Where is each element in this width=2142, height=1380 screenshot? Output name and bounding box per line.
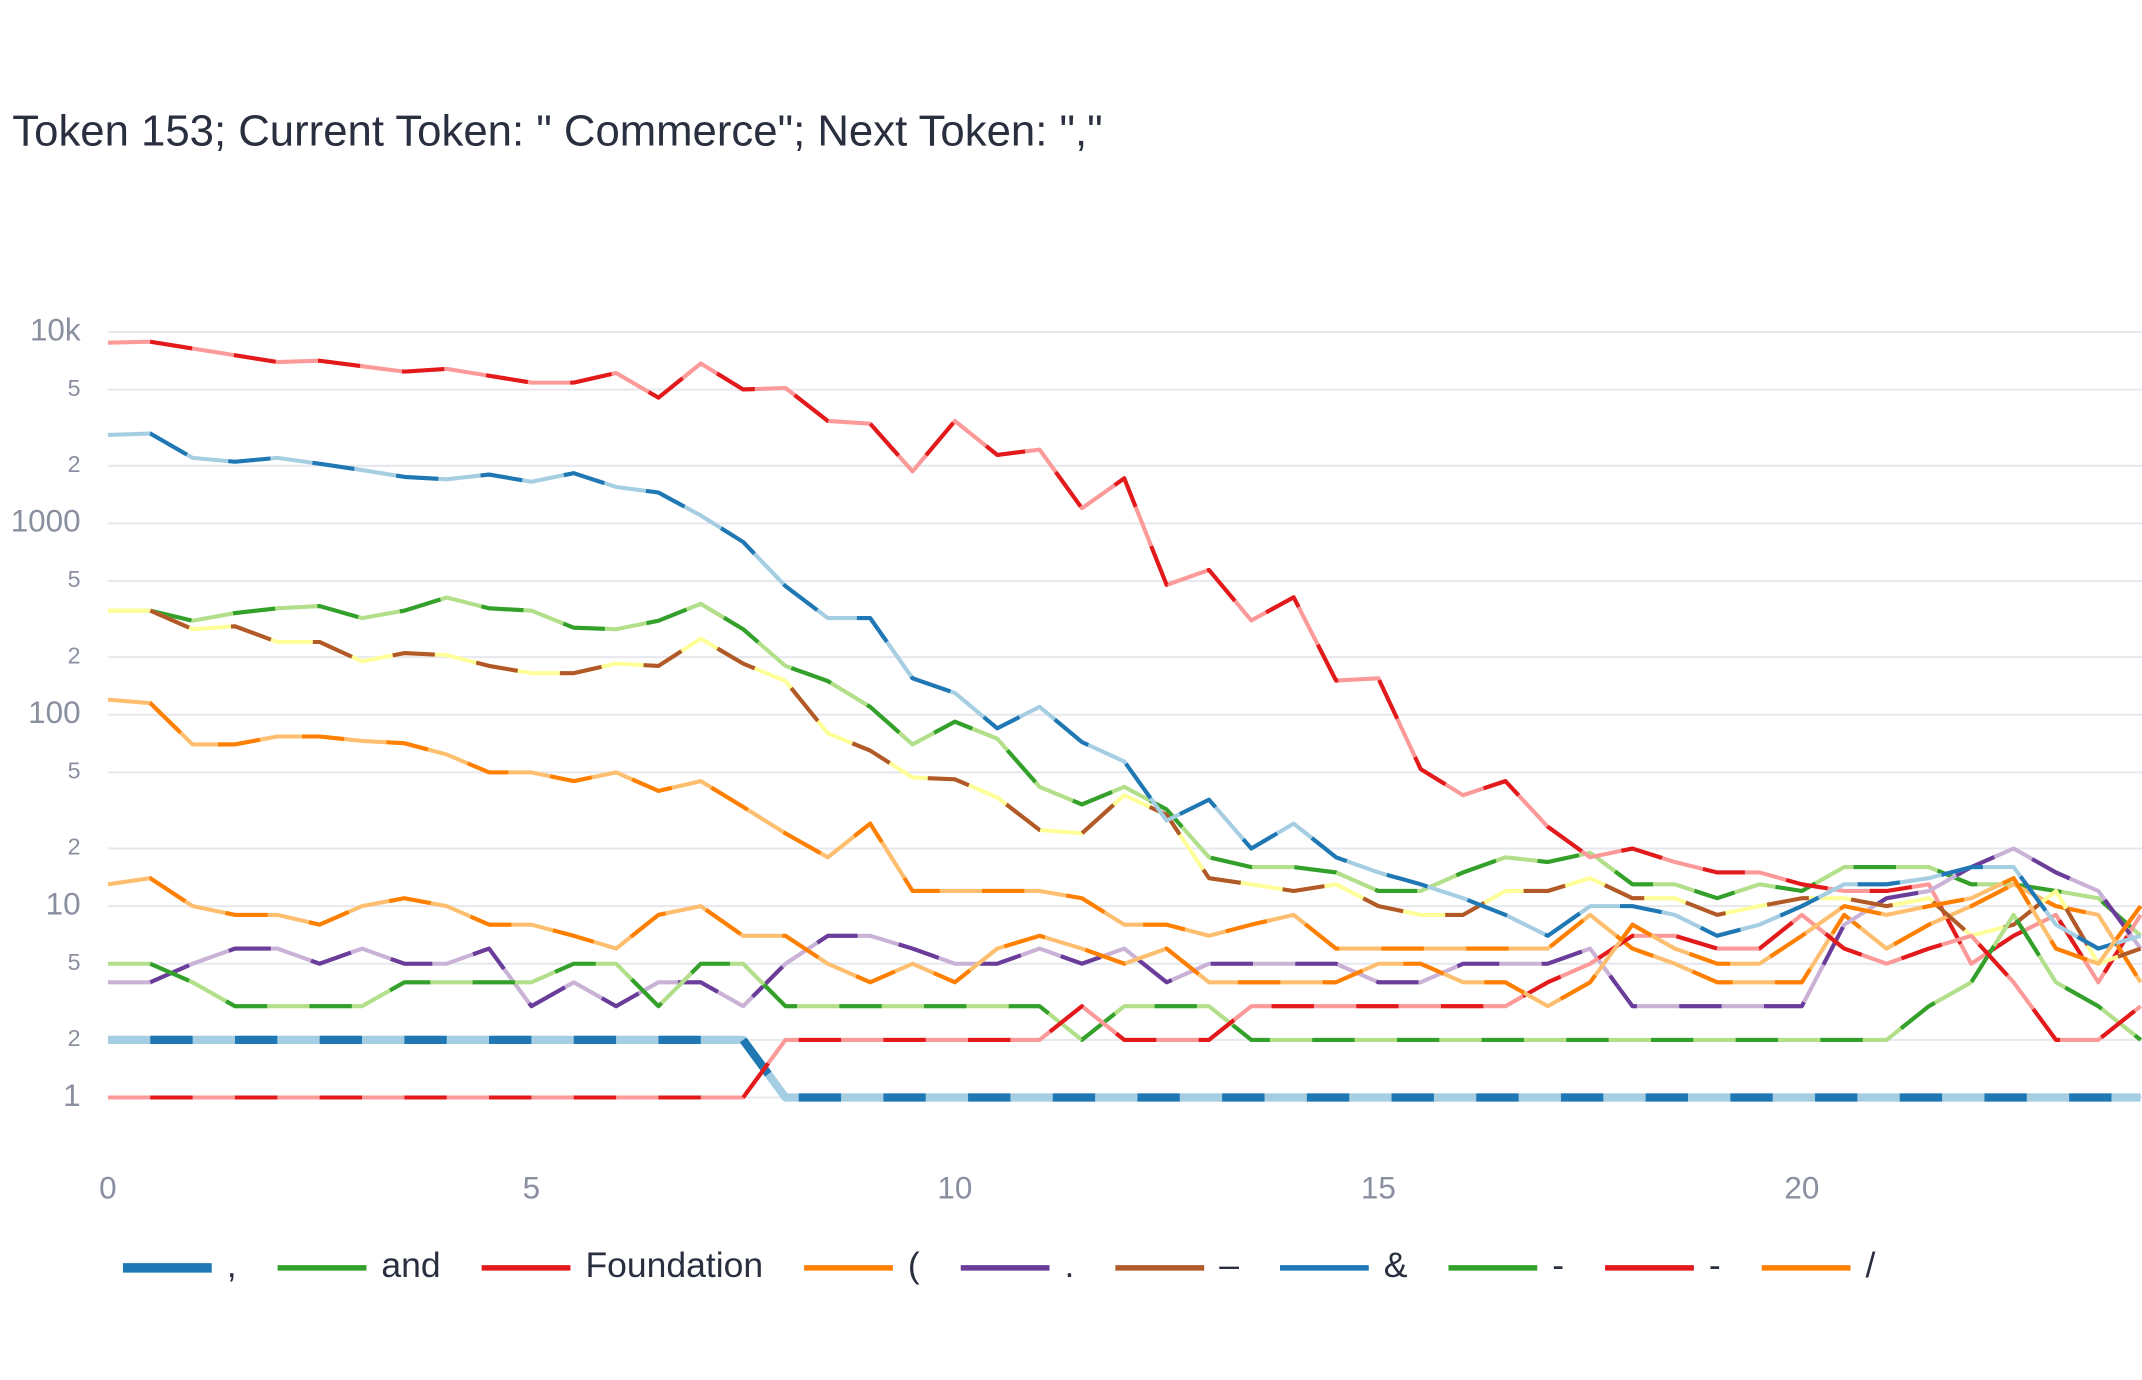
line-dash — [107, 912, 2142, 1042]
x-tick-label: 0 — [99, 1170, 116, 1205]
legend-label: / — [1866, 1245, 1876, 1285]
legend-label: . — [1065, 1245, 1075, 1285]
legend-label: & — [1384, 1245, 1408, 1285]
x-tick-label: 20 — [1784, 1170, 1819, 1205]
y-tick-label: 1 — [63, 1078, 80, 1113]
line — [107, 912, 2142, 1042]
y-tick-label: 2 — [68, 642, 81, 668]
y-tick-label: 2 — [68, 451, 81, 477]
line-dash — [107, 431, 2142, 951]
y-tick-label: 2 — [68, 1025, 81, 1051]
y-tick-label: 5 — [68, 758, 81, 784]
y-tick-label: 10 — [46, 886, 81, 921]
legend-label: Foundation — [585, 1245, 763, 1285]
x-tick-label: 10 — [937, 1170, 972, 1205]
legend-label: – — [1219, 1245, 1239, 1285]
x-tick-label: 5 — [523, 1170, 540, 1205]
line-dash — [107, 846, 2142, 1009]
y-tick-label: 1000 — [11, 504, 81, 539]
chart-title: Token 153; Current Token: " Commerce"; N… — [12, 107, 1102, 156]
legend-label: ( — [908, 1245, 920, 1285]
line — [107, 595, 2142, 938]
x-tick-label: 15 — [1361, 1170, 1396, 1205]
legend-label: - — [1552, 1245, 1564, 1285]
legend-label: , — [227, 1245, 237, 1285]
line-dash — [107, 697, 2142, 985]
line-dash — [107, 912, 2142, 1100]
y-tick-label: 10k — [30, 312, 81, 347]
line-dash — [107, 339, 2142, 985]
line-dash — [107, 595, 2142, 938]
y-tick-label: 5 — [68, 566, 81, 592]
line — [107, 1035, 2141, 1102]
y-tick-label: 5 — [68, 375, 81, 401]
legend-label: and — [381, 1245, 440, 1285]
line-dash — [107, 876, 2142, 1009]
y-tick-label: 5 — [68, 949, 81, 975]
line — [107, 339, 2142, 985]
line-dash — [107, 1035, 2141, 1102]
y-tick-label: 2 — [68, 834, 81, 860]
y-tick-label: 100 — [28, 695, 80, 730]
plot-lines — [107, 339, 2142, 1102]
legend-label: - — [1709, 1245, 1721, 1285]
line-dash — [107, 608, 2142, 966]
